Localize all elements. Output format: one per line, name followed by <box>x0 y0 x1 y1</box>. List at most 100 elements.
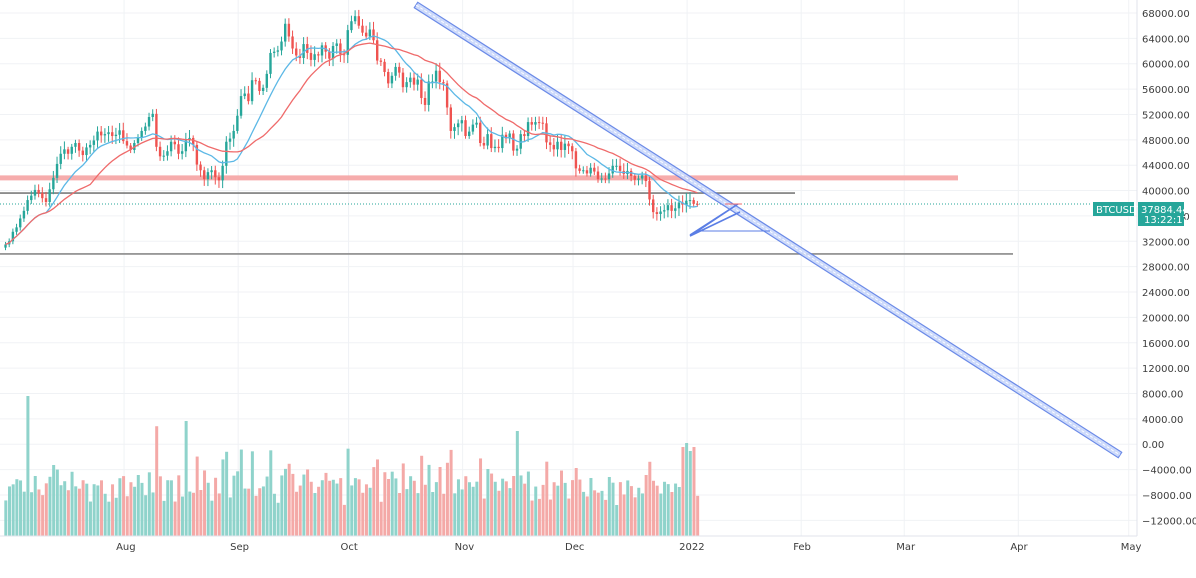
trendline[interactable] <box>413 1 1123 459</box>
volume-bar <box>320 480 324 536</box>
candle-body <box>383 61 386 72</box>
symbol-label: BTCUSDT <box>1096 205 1144 216</box>
volume-bar <box>663 481 667 536</box>
volume-bar <box>158 476 162 536</box>
candle-body <box>70 146 73 154</box>
volume-bar <box>526 471 530 536</box>
volume-bar <box>674 483 678 536</box>
candle-body <box>346 30 349 55</box>
candle-body <box>607 173 611 180</box>
volume-bar <box>615 505 619 536</box>
candle-body <box>637 178 640 180</box>
candle-body <box>166 151 169 156</box>
candle-body <box>66 149 70 154</box>
candle-body <box>390 75 394 84</box>
candle-body <box>460 120 464 124</box>
volume-bar <box>225 451 229 536</box>
volume-bar <box>140 482 144 536</box>
candle-body <box>387 71 390 84</box>
symbol-badge <box>1093 202 1134 216</box>
x-tick-label: Feb <box>793 542 811 553</box>
volume-bar <box>77 488 81 536</box>
candle-body <box>52 177 55 190</box>
volume-bar <box>269 450 273 536</box>
candle-body <box>644 175 648 182</box>
candle-body <box>696 203 699 205</box>
candle-body <box>92 140 96 145</box>
volume-bar <box>427 464 431 536</box>
candle-body <box>648 181 651 200</box>
candle-body <box>298 55 302 59</box>
y-tick-label: 32000.00 <box>1142 237 1190 248</box>
candle-body <box>372 29 375 41</box>
candle-body <box>250 80 254 102</box>
candle-body <box>504 134 508 139</box>
volume-bar <box>37 489 41 536</box>
countdown-label: 13:22:17 <box>1144 215 1189 226</box>
price-badge[interactable]: BTCUSDT 37884.44 13:22:17 <box>1093 202 1189 226</box>
volume-bar <box>622 494 626 536</box>
volume-bar <box>136 475 140 536</box>
candle-body <box>350 21 353 31</box>
candle-body <box>423 97 427 105</box>
volume-bar <box>659 493 663 536</box>
volume-bar <box>490 473 494 536</box>
candle-body <box>63 149 66 154</box>
candle-body <box>357 16 360 26</box>
volume-bar <box>468 482 471 536</box>
volume-bar <box>88 501 92 536</box>
volume-bar <box>129 482 133 536</box>
x-tick-label: Mar <box>896 542 916 553</box>
volume-bar <box>545 461 549 536</box>
candle-body <box>560 141 563 150</box>
candle-body <box>615 165 618 167</box>
candle-body <box>203 170 206 180</box>
volume-bar <box>317 486 321 536</box>
volume-bar <box>390 471 394 536</box>
volume-bar <box>4 500 8 536</box>
candle-body <box>22 210 26 219</box>
candle-body <box>394 66 397 76</box>
volume-bar <box>96 485 100 536</box>
volume-bar <box>685 443 689 536</box>
volume-bar <box>479 458 483 536</box>
candle-body <box>342 54 346 56</box>
candle-body <box>497 146 500 149</box>
volume-bar <box>291 473 295 536</box>
candle-body <box>4 244 7 248</box>
candle-body <box>232 130 235 139</box>
candle-body <box>177 144 180 154</box>
candle-body <box>556 141 559 150</box>
volume-bar <box>677 487 681 536</box>
volume-bar <box>276 502 280 536</box>
candle-body <box>361 25 364 33</box>
candle-body <box>652 199 655 213</box>
candle-body <box>368 29 372 37</box>
volume-bar <box>648 461 652 536</box>
candle-body <box>416 79 419 85</box>
x-tick-label: 2022 <box>679 542 704 553</box>
volume-bar <box>563 482 567 536</box>
volume-bar <box>611 482 615 536</box>
volume-bar <box>133 486 137 536</box>
volume-bar <box>324 472 328 536</box>
volume-bar <box>681 447 685 536</box>
volume-bar <box>122 476 126 536</box>
volume-bar <box>534 486 538 536</box>
candle-body <box>269 52 272 74</box>
volume-bar <box>350 485 354 536</box>
volume-bar <box>420 455 424 536</box>
volume-bar <box>81 480 85 536</box>
candle-body <box>398 66 401 73</box>
y-tick-label: 12000.00 <box>1142 364 1190 375</box>
volume-bar <box>144 495 148 536</box>
volume-bar <box>339 478 343 536</box>
candle-body <box>479 122 482 143</box>
candle-body <box>30 195 33 201</box>
ma-slow-line <box>5 42 698 246</box>
volume-bar <box>306 469 310 536</box>
candle-body <box>578 168 581 171</box>
volume-bar <box>652 480 655 536</box>
candle-body <box>243 93 246 97</box>
